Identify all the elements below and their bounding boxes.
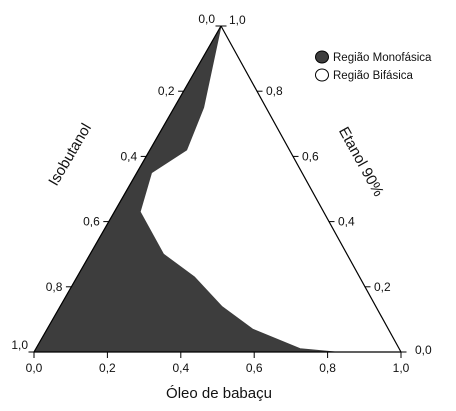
isobutanol-axis-tick-label: 0,8 <box>46 280 63 294</box>
left-edge <box>33 25 222 353</box>
ethanol-axis-tick-label: 0,8 <box>266 84 283 98</box>
legend-label-biphasic: Região Bifásica <box>333 70 414 82</box>
oil-axis-tick-label: 1,0 <box>393 361 410 375</box>
legend-label-monophasic: Região Monofásica <box>333 52 432 64</box>
triangle-frame <box>33 25 402 353</box>
legend: Região Monofásica Região Bifásica <box>315 50 432 82</box>
isobutanol-axis-tick-label: 0,6 <box>83 215 100 229</box>
ethanol-axis-tick-label: 0,4 <box>338 215 355 229</box>
right-edge <box>220 25 402 353</box>
legend-marker-monophasic <box>315 50 329 64</box>
isobutanol-axis-tick-label: 0,0 <box>198 12 215 26</box>
ethanol-axis-title: Etanol 90% <box>335 124 387 199</box>
legend-marker-biphasic <box>315 68 329 82</box>
oil-axis-tick-label: 0,2 <box>99 361 116 375</box>
isobutanol-axis-tick-label: 1,0 <box>11 338 28 352</box>
oil-axis-tick-label: 0,4 <box>172 361 189 375</box>
region-layer <box>33 25 383 353</box>
isobutanol-axis-title: Isobutanol <box>45 121 95 189</box>
isobutanol-axis-tick-label: 0,2 <box>158 84 175 98</box>
one-phase-region <box>33 25 383 353</box>
ethanol-axis-tick-label: 0,6 <box>302 149 319 163</box>
ethanol-axis-tick-label: 0,0 <box>415 343 432 357</box>
oil-axis-tick-label: 0,6 <box>246 361 263 375</box>
ethanol-axis-tick-label: 1,0 <box>229 13 246 27</box>
tick-layer <box>28 25 407 358</box>
oil-axis-tick-label: 0,8 <box>319 361 336 375</box>
oil-axis-tick-label: 0,0 <box>26 361 43 375</box>
isobutanol-axis-tick-label: 0,4 <box>121 149 138 163</box>
ethanol-axis-tick-label: 0,2 <box>374 280 391 294</box>
oil-axis-title: Óleo de babaçu <box>166 385 272 402</box>
tick-label-layer: 0,0 0,2 0,4 0,6 0,8 1,0 0,0 0,2 0,4 0,6 0,8 1,0 1,0 0… <box>11 12 432 375</box>
